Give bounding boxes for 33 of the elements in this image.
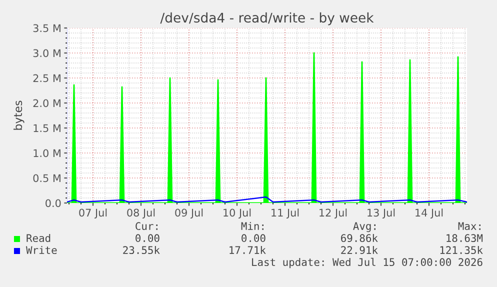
y-tick-label: 1.5 M <box>34 124 60 132</box>
text: 18.63M <box>446 234 483 242</box>
y-tick-label: 3.5 M <box>33 24 60 32</box>
y-axis-title: bytes <box>13 100 24 130</box>
legend-label: Read <box>26 234 50 242</box>
text: 69.86k <box>341 234 378 242</box>
legend-label: Write <box>26 246 57 254</box>
x-tick-label: 13 Jul <box>368 208 395 219</box>
x-tick-label: 07 Jul <box>79 208 107 219</box>
text: 17.71k <box>230 246 266 254</box>
x-tick-label: 11 Jul <box>272 208 299 219</box>
text: Last update: Wed Jul 15 07:00:00 2026 <box>252 258 482 268</box>
text: Avg: <box>353 222 376 232</box>
text: 23.55k <box>123 246 160 254</box>
y-tick-label: 1.0 M <box>34 149 60 158</box>
text: 22.91k <box>341 246 378 254</box>
text: Cur: <box>136 222 158 230</box>
y-tick-label: 2.0 M <box>33 99 60 108</box>
text: 0.00 <box>136 234 160 242</box>
x-tick-label: 09 Jul <box>175 208 203 219</box>
text: Min: <box>241 222 264 230</box>
x-tick-label: 12 Jul <box>320 208 347 219</box>
y-tick-label: 3.0 M <box>33 49 60 58</box>
x-tick-label: 14 Jul <box>416 208 443 219</box>
y-tick-label: 2.5 M <box>33 74 60 82</box>
y-tick-label: 0.0 <box>46 199 61 208</box>
text: Max: <box>458 222 480 230</box>
y-tick-label: 0.5 M <box>33 174 60 182</box>
x-tick-label: 08 Jul <box>127 208 155 219</box>
text: 0.00 <box>242 234 266 242</box>
chart-title: /dev/sda4 - read/write - by week <box>160 12 374 26</box>
text: 121.35k <box>440 246 483 254</box>
x-tick-label: 10 Jul <box>224 208 251 219</box>
